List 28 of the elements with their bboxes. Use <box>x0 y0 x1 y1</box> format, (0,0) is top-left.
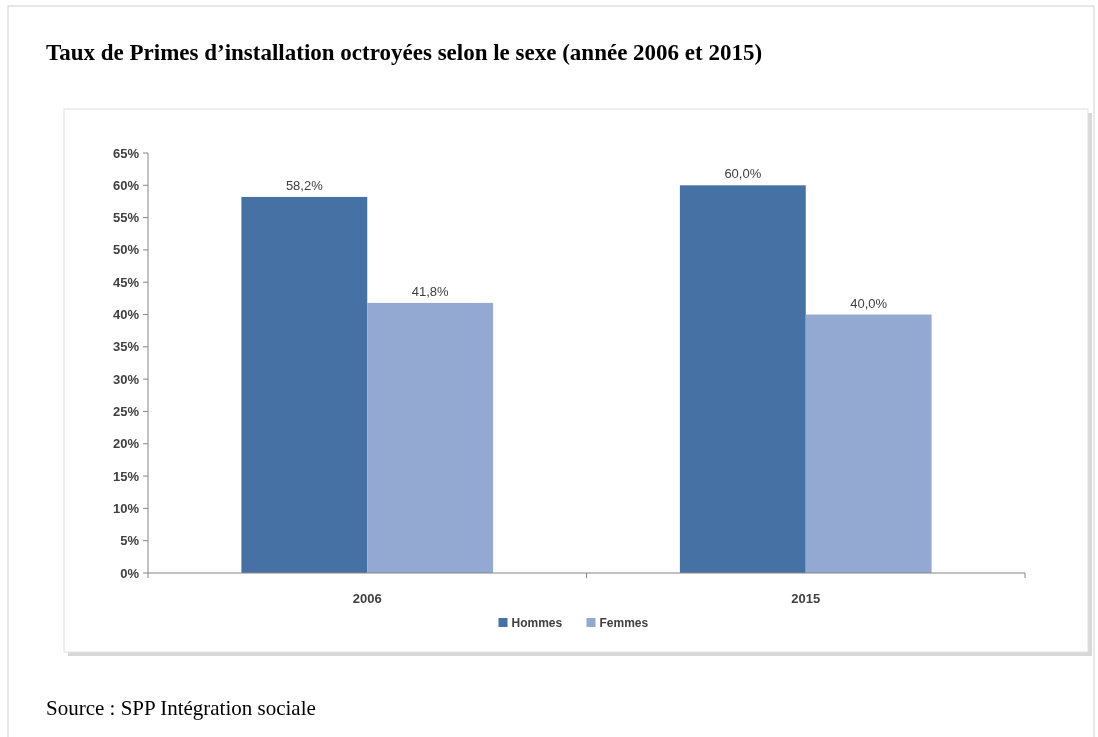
source-note: Source : SPP Intégration sociale <box>46 696 316 720</box>
y-tick-label: 55% <box>112 210 140 226</box>
x-tick-label: 2015 <box>791 591 821 606</box>
bar <box>805 314 932 573</box>
data-label: 60,0% <box>724 166 762 182</box>
y-tick-label: 45% <box>112 274 140 290</box>
bar <box>679 185 806 573</box>
y-tick-label: 5% <box>120 533 140 549</box>
y-tick-label: 20% <box>112 436 140 452</box>
bar <box>241 196 368 573</box>
y-tick-label: 65% <box>112 145 140 161</box>
legend-label: Hommes <box>511 616 563 631</box>
y-tick-label: 25% <box>112 404 140 420</box>
y-tick-label: 50% <box>112 242 140 258</box>
bar <box>367 302 494 573</box>
chart-title: Taux de Primes d’installation octroyées selon le sexe (année 2006 et 2015) <box>46 40 763 65</box>
data-label: 40,0% <box>850 295 888 311</box>
y-tick-label: 60% <box>112 177 140 193</box>
data-label: 58,2% <box>285 177 324 193</box>
y-tick-label: 10% <box>112 500 140 516</box>
legend-label: Femmes <box>599 616 649 631</box>
data-label: 41,8% <box>411 283 450 299</box>
y-tick-label: 15% <box>112 468 140 484</box>
y-tick-label: 30% <box>112 371 140 387</box>
x-tick-label: 2006 <box>352 591 382 606</box>
y-tick-label: 0% <box>120 565 140 581</box>
y-tick-label: 40% <box>112 307 140 323</box>
y-tick-label: 35% <box>112 339 140 355</box>
